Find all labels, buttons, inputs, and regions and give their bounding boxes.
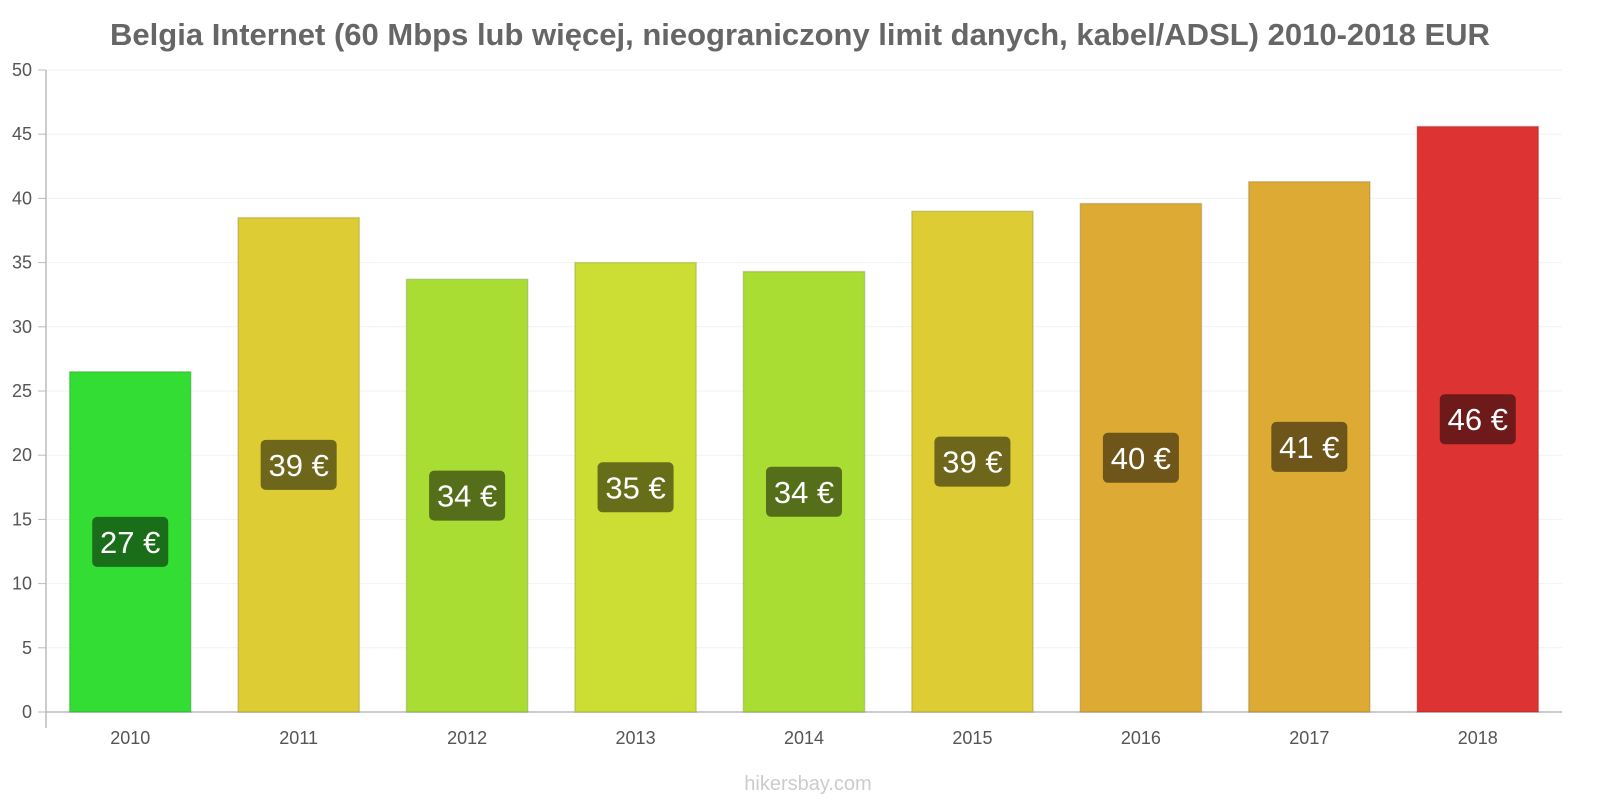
y-axis-ticks: 0 5 10 15 20 25 30 35 40 45 50 xyxy=(12,60,46,722)
x-tick-label: 2012 xyxy=(447,728,487,748)
y-tick-label: 25 xyxy=(12,381,32,401)
data-label-text: 40 € xyxy=(1111,441,1171,476)
data-label-box xyxy=(766,466,842,517)
x-tick-label: 2011 xyxy=(279,728,318,748)
data-label-box xyxy=(597,462,674,513)
data-label-box xyxy=(260,439,337,490)
data-label-box xyxy=(429,470,506,521)
data-label-2012: 34 € xyxy=(429,470,506,521)
x-tick-label: 2010 xyxy=(110,728,150,748)
y-tick-label: 50 xyxy=(12,60,32,80)
y-tick-label: 20 xyxy=(12,445,32,465)
data-label-text: 35 € xyxy=(605,470,665,505)
data-label-box xyxy=(1271,421,1348,472)
y-tick-label: 30 xyxy=(12,317,32,337)
data-labels: 27 € 39 € 34 € 35 € 34 € 39 € 40 € 41 € 46 € xyxy=(92,394,1516,567)
y-tick-label: 45 xyxy=(12,124,32,144)
y-tick-label: 40 xyxy=(12,188,32,208)
data-label-2014: 34 € xyxy=(766,466,842,517)
x-tick-label: 2016 xyxy=(1121,728,1161,748)
data-label-text: 39 € xyxy=(942,445,1002,480)
data-label-2011: 39 € xyxy=(260,439,337,490)
data-label-2013: 35 € xyxy=(597,462,674,513)
data-label-text: 27 € xyxy=(100,525,160,560)
y-tick-label: 10 xyxy=(12,574,32,594)
data-label-box xyxy=(934,436,1011,487)
bars xyxy=(68,125,1540,713)
chart-title: Belgia Internet (60 Mbps lub więcej, nie… xyxy=(110,17,1490,52)
data-label-2017: 41 € xyxy=(1271,421,1348,472)
y-tick-label: 5 xyxy=(22,638,32,658)
y-tick-label: 35 xyxy=(12,253,32,273)
data-label-2010: 27 € xyxy=(92,516,169,567)
x-tick-label: 2018 xyxy=(1458,728,1498,748)
data-label-2018: 46 € xyxy=(1439,394,1516,445)
data-label-text: 34 € xyxy=(774,475,834,510)
data-label-text: 34 € xyxy=(437,479,497,514)
data-label-box xyxy=(1439,394,1516,445)
x-tick-label: 2013 xyxy=(616,728,656,748)
y-tick-label: 15 xyxy=(12,509,32,529)
x-tick-label: 2015 xyxy=(952,728,992,748)
data-label-2015: 39 € xyxy=(934,436,1011,487)
y-tick-label: 0 xyxy=(22,702,32,722)
watermark: hikersbay.com xyxy=(744,773,871,795)
data-label-text: 39 € xyxy=(268,448,328,483)
data-label-box xyxy=(92,516,169,567)
data-label-text: 46 € xyxy=(1448,402,1508,437)
x-axis-ticks: 2010 2011 2012 2013 2014 2015 2016 2017 2018 xyxy=(110,728,1498,748)
x-tick-label: 2014 xyxy=(784,728,824,748)
data-label-box xyxy=(1102,432,1179,483)
data-label-2016: 40 € xyxy=(1102,432,1179,483)
x-tick-label: 2017 xyxy=(1289,728,1329,748)
data-label-text: 41 € xyxy=(1279,430,1339,465)
